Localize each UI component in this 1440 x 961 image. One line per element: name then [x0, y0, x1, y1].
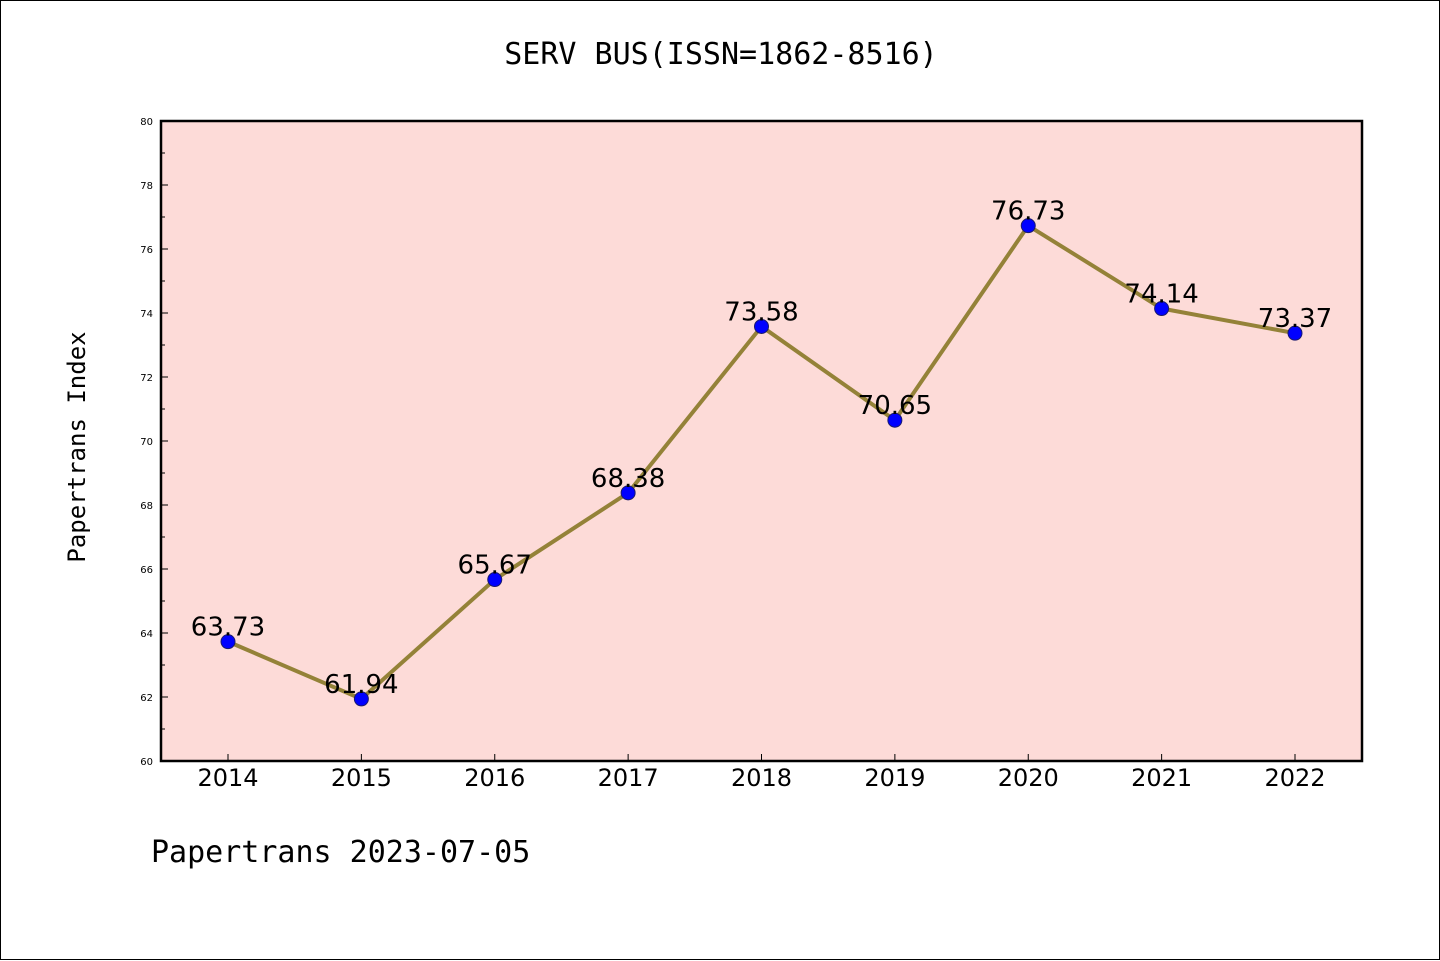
y-tick-label: 72 — [140, 373, 153, 384]
chart-title: SERV BUS(ISSN=1862-8516) — [504, 37, 938, 72]
data-point — [1020, 218, 1036, 234]
plot-frame — [159, 119, 1364, 763]
x-tick-label: 2018 — [731, 764, 792, 792]
data-point — [754, 318, 769, 334]
data-label: 73.58 — [724, 297, 798, 327]
data-label: 70.65 — [858, 391, 932, 421]
data-point — [887, 412, 903, 428]
data-point — [220, 634, 236, 650]
x-tick-label: 2020 — [998, 764, 1059, 792]
data-point — [1154, 301, 1170, 317]
plot-area — [161, 121, 1362, 761]
y-tick-label: 74 — [140, 309, 153, 320]
y-tick-label: 76 — [140, 245, 153, 256]
data-label: 74.14 — [1124, 280, 1198, 310]
data-label: 68.38 — [591, 464, 665, 494]
data-label: 73.37 — [1258, 304, 1332, 334]
data-point — [1287, 325, 1303, 341]
footer-note: Papertrans 2023-07-05 — [151, 835, 531, 870]
data-point — [620, 485, 636, 501]
y-tick-label: 60 — [140, 757, 153, 768]
y-tick-label: 62 — [140, 693, 153, 704]
x-tick-label: 2017 — [598, 764, 659, 792]
y-tick-label: 66 — [140, 565, 153, 576]
y-tick-label: 78 — [140, 181, 153, 192]
y-tick-label: 64 — [140, 629, 153, 640]
x-tick-label: 2021 — [1131, 764, 1192, 792]
x-tick-label: 2015 — [331, 764, 392, 792]
y-tick-label: 70 — [140, 437, 153, 448]
x-tick-label: 2014 — [197, 764, 258, 792]
data-label: 63.73 — [191, 613, 265, 643]
y-tick-label: 80 — [140, 117, 153, 128]
y-tick-label: 68 — [140, 501, 153, 512]
data-label: 65.67 — [458, 551, 532, 581]
x-tick-label: 2016 — [464, 764, 525, 792]
data-label: 76.73 — [991, 197, 1065, 227]
x-tick-label: 2019 — [864, 764, 925, 792]
data-point — [487, 572, 503, 588]
data-point — [353, 691, 369, 707]
data-label: 61.94 — [324, 670, 398, 700]
x-tick-label: 2022 — [1264, 764, 1325, 792]
